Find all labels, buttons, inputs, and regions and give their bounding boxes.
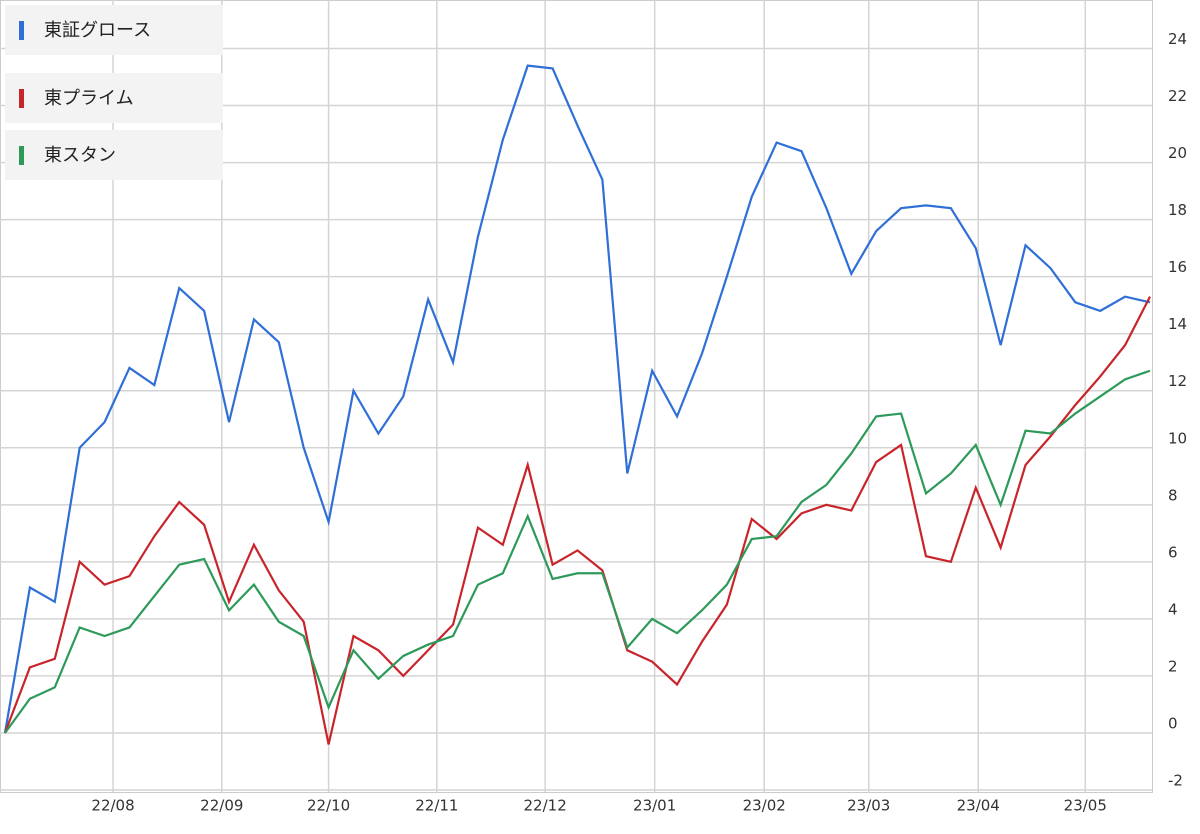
- legend-swatch: [19, 89, 24, 108]
- x-tick-label: 22/08: [91, 797, 134, 815]
- legend-swatch: [19, 146, 24, 165]
- legend-box: [5, 5, 223, 55]
- legend-label: 東スタン: [44, 145, 116, 166]
- plot-area: [0, 0, 1153, 793]
- series-line: [3, 64, 1151, 734]
- y-tick-label: 6: [1168, 543, 1178, 561]
- x-tick-label: 22/09: [200, 797, 243, 815]
- legend-label: 東プライム: [44, 88, 134, 109]
- legend-swatch: [19, 21, 24, 40]
- x-tick-label: 22/10: [307, 797, 350, 815]
- y-tick-label: 14: [1168, 315, 1187, 333]
- y-tick-label: 8: [1168, 486, 1178, 504]
- x-tick-label: 23/05: [1064, 797, 1107, 815]
- x-tick-label: 22/12: [524, 797, 567, 815]
- y-tick-label: 18: [1168, 201, 1187, 219]
- x-tick-label: 23/04: [957, 797, 1000, 815]
- y-tick-label: 4: [1168, 600, 1178, 618]
- legend-box: [5, 130, 223, 180]
- legend-box: [5, 73, 223, 123]
- y-tick-label: 10: [1168, 429, 1187, 447]
- y-tick-label: 22: [1168, 87, 1187, 105]
- series-line: [4, 369, 1151, 734]
- y-tick-label: 20: [1168, 144, 1187, 162]
- x-tick-label: 23/02: [743, 797, 786, 815]
- y-tick-label: 12: [1168, 372, 1187, 390]
- x-tick-label: 22/11: [415, 797, 458, 815]
- series-line: [3, 296, 1151, 745]
- y-tick-label: 24: [1168, 30, 1187, 48]
- y-tick-label: 0: [1168, 714, 1178, 732]
- y-tick-label: 2: [1168, 657, 1178, 675]
- y-tick-label: -2: [1168, 772, 1183, 790]
- y-tick-label: 16: [1168, 258, 1187, 276]
- x-tick-label: 23/03: [847, 797, 890, 815]
- x-tick-label: 23/01: [633, 797, 676, 815]
- legend-label: 東証グロース: [44, 20, 151, 41]
